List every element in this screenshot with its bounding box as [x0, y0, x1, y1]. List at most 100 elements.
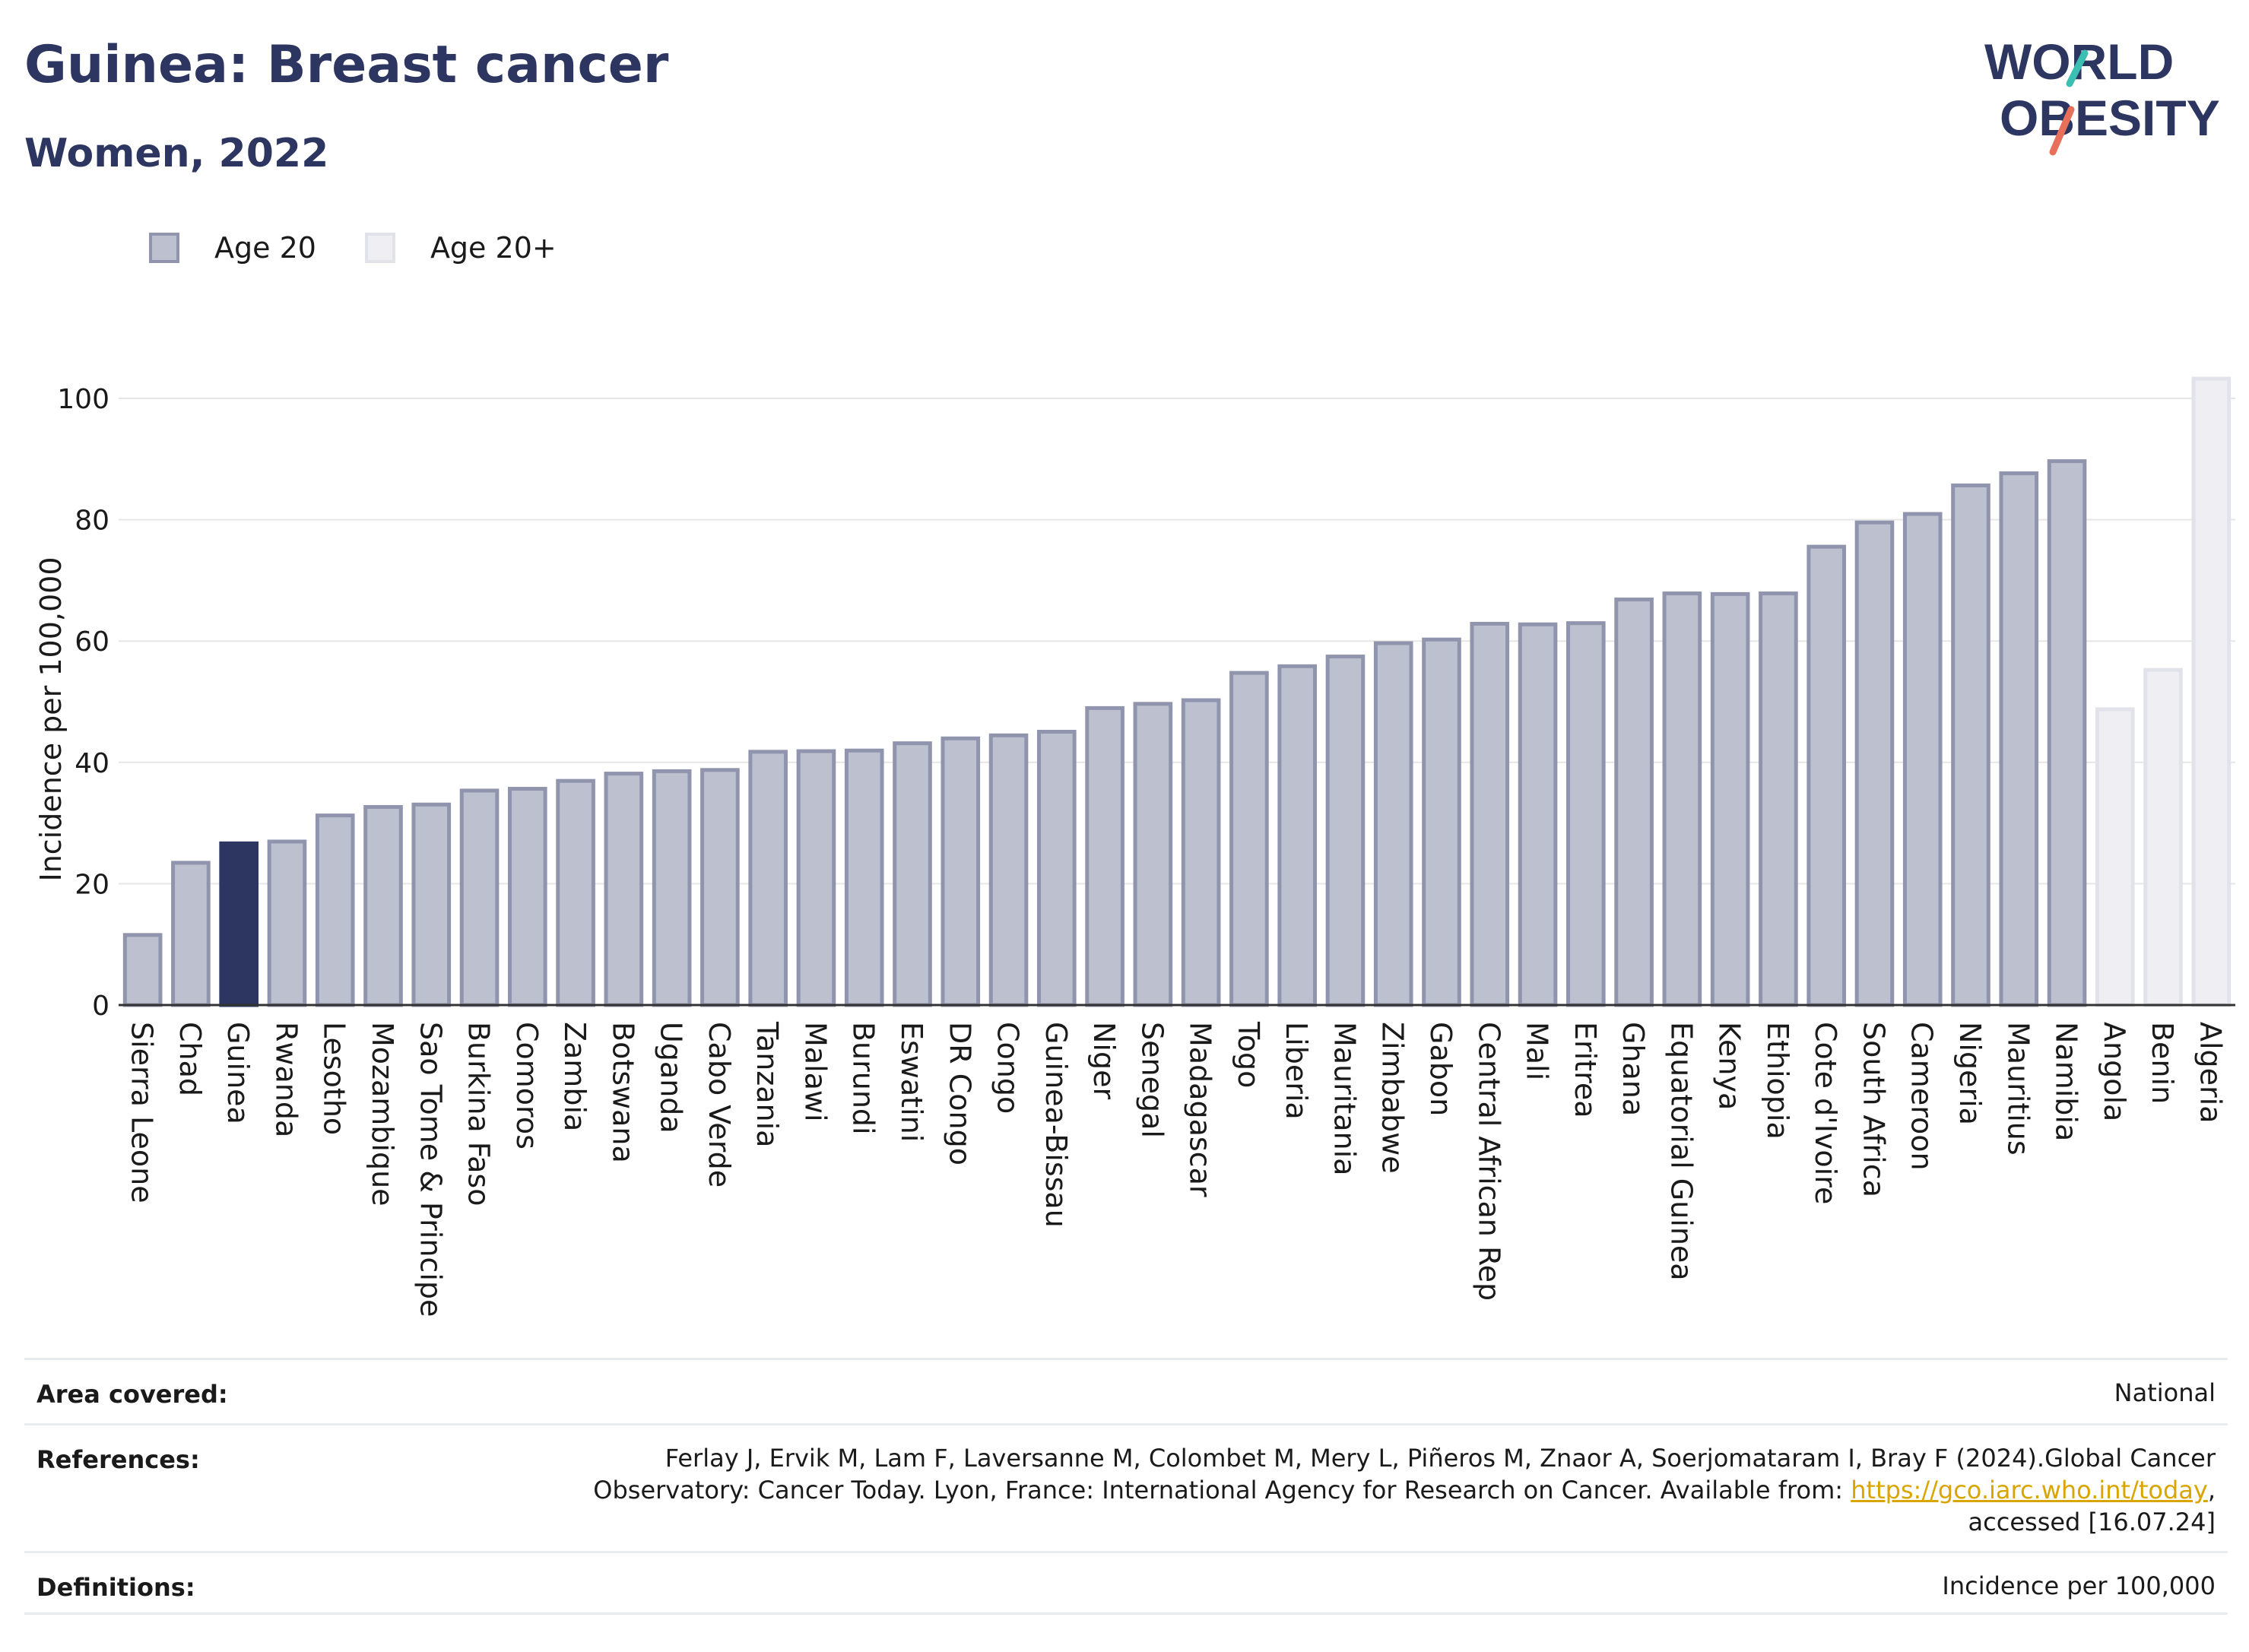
bar[interactable] — [941, 736, 981, 1007]
y-tick-label: 100 — [57, 384, 109, 415]
bar[interactable] — [1566, 621, 1606, 1007]
bar[interactable] — [1470, 621, 1510, 1007]
bar[interactable] — [1662, 591, 1702, 1007]
bar[interactable] — [1806, 544, 1846, 1007]
logo-slash-coral — [2049, 106, 2075, 156]
bar[interactable] — [1181, 698, 1221, 1007]
x-tick-label: Burkina Faso — [462, 1022, 496, 1206]
info-table: Area covered: National References: Ferla… — [24, 1358, 2228, 1615]
x-tick-label: Benin — [2146, 1022, 2179, 1104]
bar[interactable] — [2191, 376, 2232, 1007]
x-tick-label: Kenya — [1713, 1022, 1746, 1110]
x-tick-label: South Africa — [1857, 1022, 1890, 1197]
bar[interactable] — [988, 733, 1029, 1007]
x-tick-label: Lesotho — [318, 1022, 351, 1135]
x-axis-labels: Sierra Leone Chad Guinea Rwanda Lesotho Mozam… — [125, 1021, 2228, 1317]
bar[interactable] — [1710, 591, 1750, 1007]
references-line-2: Observatory: Cancer Today. Lyon, France:… — [593, 1474, 2216, 1506]
bar[interactable] — [122, 933, 163, 1007]
bar[interactable] — [171, 861, 211, 1007]
logo-word-obesity: OBESITY — [2000, 90, 2220, 146]
x-tick-label: Burundi — [847, 1022, 880, 1135]
bar[interactable] — [1614, 598, 1654, 1007]
world-obesity-logo: WORLD OBESITY — [1984, 33, 2220, 156]
x-tick-label: Eritrea — [1569, 1022, 1602, 1118]
x-tick-label: Mauritania — [1328, 1022, 1361, 1175]
x-tick-label: Mali — [1521, 1022, 1554, 1080]
bar[interactable] — [844, 748, 884, 1007]
y-tick-label: 80 — [75, 506, 109, 537]
x-tick-label: Mauritius — [2001, 1022, 2035, 1156]
y-tick-label: 60 — [75, 626, 109, 658]
references-line-1: Ferlay J, Ervik M, Lam F, Laversanne M, … — [665, 1444, 2216, 1473]
x-tick-label: Zambia — [558, 1022, 592, 1131]
x-tick-label: Comoros — [510, 1022, 544, 1149]
x-tick-label: Sao Tome & Principe — [414, 1022, 447, 1317]
references-line-2-text: Observatory: Cancer Today. Lyon, France:… — [593, 1476, 1851, 1505]
x-tick-label: Namibia — [2050, 1022, 2083, 1141]
area-covered-value: National — [2114, 1378, 2216, 1407]
legend-swatch-age20plus — [364, 233, 395, 263]
x-tick-label: Equatorial Guinea — [1664, 1022, 1698, 1281]
bar[interactable] — [1037, 730, 1077, 1007]
x-tick-label: Cabo Verde — [703, 1022, 736, 1187]
bar[interactable] — [1854, 520, 1895, 1007]
bar[interactable] — [1759, 591, 1798, 1007]
bar[interactable] — [652, 769, 692, 1007]
bar[interactable] — [556, 778, 595, 1007]
bar[interactable] — [1422, 637, 1461, 1007]
bar[interactable] — [1085, 706, 1124, 1007]
bar[interactable] — [700, 768, 740, 1007]
legend-item-age20[interactable]: Age 20 — [149, 231, 316, 265]
legend-swatch-age20 — [149, 233, 179, 263]
legend-label-age20plus: Age 20+ — [430, 231, 557, 265]
x-tick-label: Cameroon — [1905, 1022, 1939, 1171]
bar[interactable] — [267, 839, 307, 1007]
x-tick-label: Algeria — [2193, 1022, 2227, 1124]
bar[interactable] — [1133, 702, 1173, 1007]
x-tick-label: Niger — [1087, 1022, 1121, 1099]
y-axis-ticks: 0 20 40 60 80 100 — [57, 384, 109, 1022]
bar[interactable] — [893, 741, 932, 1007]
bar[interactable] — [2095, 707, 2135, 1007]
bar[interactable] — [1999, 471, 2039, 1007]
chart-legend: Age 20 Age 20+ — [149, 225, 605, 271]
bar[interactable] — [508, 787, 547, 1007]
bar[interactable] — [1325, 655, 1366, 1007]
x-tick-label: Cote d'Ivoire — [1809, 1022, 1842, 1204]
bar[interactable] — [1229, 671, 1269, 1007]
bar[interactable] — [1951, 484, 1990, 1007]
y-axis-title: Incidence per 100,000 — [34, 556, 68, 881]
x-tick-label: Eswatini — [895, 1022, 928, 1142]
references-value: Ferlay J, Ervik M, Lam F, Laversanne M, … — [593, 1425, 2216, 1551]
references-line-3: accessed [16.07.24] — [1968, 1508, 2216, 1536]
x-tick-label: Sierra Leone — [125, 1022, 159, 1203]
bar[interactable] — [1373, 641, 1413, 1007]
area-covered-label: Area covered: — [36, 1380, 228, 1409]
bar[interactable] — [1902, 512, 1943, 1007]
bar[interactable] — [2143, 667, 2183, 1007]
legend-item-age20plus[interactable]: Age 20+ — [364, 231, 557, 265]
x-tick-label: Malawi — [798, 1022, 832, 1122]
bar[interactable] — [411, 802, 452, 1007]
definitions-label: Definitions: — [36, 1573, 195, 1602]
x-tick-label: Chad — [173, 1022, 207, 1096]
bar[interactable] — [1277, 664, 1317, 1007]
bar[interactable] — [363, 804, 403, 1007]
bar[interactable] — [315, 813, 355, 1007]
references-link[interactable]: https://gco.iarc.who.int/today — [1851, 1476, 2208, 1505]
x-tick-label: Togo — [1232, 1021, 1265, 1088]
bar[interactable] — [459, 788, 500, 1007]
info-row-references: References: Ferlay J, Ervik M, Lam F, La… — [24, 1423, 2228, 1551]
bar[interactable] — [604, 772, 644, 1007]
x-tick-label: Central African Rep — [1472, 1022, 1505, 1301]
bar[interactable] — [796, 749, 836, 1007]
bar[interactable] — [1518, 622, 1558, 1007]
x-tick-label: Nigeria — [1953, 1022, 1987, 1125]
x-tick-label: Angola — [2098, 1022, 2131, 1121]
y-tick-label: 20 — [75, 869, 109, 900]
x-tick-label: Mozambique — [366, 1022, 399, 1206]
bar[interactable] — [219, 841, 259, 1007]
bar[interactable] — [748, 750, 788, 1007]
bar[interactable] — [2047, 459, 2087, 1007]
